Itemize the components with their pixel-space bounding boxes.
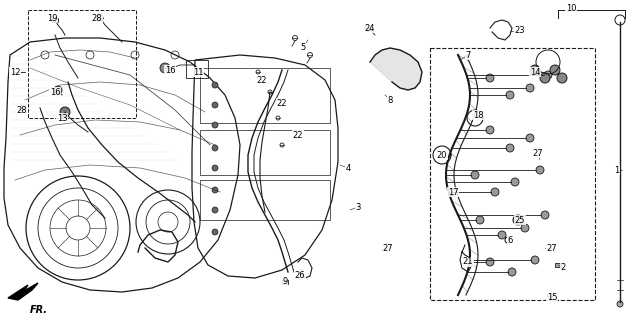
Circle shape: [476, 216, 484, 224]
Text: 18: 18: [472, 110, 483, 119]
Circle shape: [486, 74, 494, 82]
Circle shape: [617, 301, 623, 307]
Text: 14: 14: [530, 68, 540, 76]
Text: 16: 16: [50, 87, 60, 97]
Text: 5: 5: [300, 43, 305, 52]
Text: 27: 27: [533, 148, 544, 157]
Bar: [200, 130, 330, 175]
Circle shape: [557, 73, 567, 83]
Circle shape: [526, 84, 534, 92]
Circle shape: [530, 65, 540, 75]
Circle shape: [486, 258, 494, 266]
Text: 20: 20: [437, 150, 447, 159]
Circle shape: [536, 166, 544, 174]
Text: 9: 9: [283, 277, 288, 286]
Text: 4: 4: [345, 164, 351, 172]
Circle shape: [212, 102, 218, 108]
Circle shape: [212, 82, 218, 88]
Text: 27: 27: [547, 244, 558, 252]
Bar: [28, 10, 136, 118]
Polygon shape: [8, 283, 38, 300]
Text: 6: 6: [507, 236, 512, 244]
Text: 16: 16: [164, 66, 175, 75]
Circle shape: [212, 145, 218, 151]
Circle shape: [526, 134, 534, 142]
Circle shape: [540, 73, 550, 83]
Text: 15: 15: [547, 293, 558, 302]
Circle shape: [506, 144, 514, 152]
Circle shape: [212, 187, 218, 193]
Circle shape: [550, 65, 560, 75]
Bar: [555, 263, 561, 267]
Bar: [52, 18, 58, 22]
Text: 19: 19: [47, 13, 57, 22]
Circle shape: [212, 165, 218, 171]
Text: 8: 8: [387, 95, 392, 105]
Text: 2: 2: [560, 263, 566, 273]
Circle shape: [60, 107, 70, 117]
Text: 22: 22: [293, 131, 304, 140]
Circle shape: [513, 215, 523, 225]
Text: 10: 10: [566, 4, 576, 12]
Circle shape: [160, 63, 170, 73]
Text: 22: 22: [277, 99, 287, 108]
Text: 17: 17: [448, 188, 458, 196]
Circle shape: [54, 86, 62, 94]
Circle shape: [521, 224, 529, 232]
Circle shape: [486, 126, 494, 134]
Text: 25: 25: [515, 215, 525, 225]
Circle shape: [471, 171, 479, 179]
Text: 1: 1: [615, 165, 620, 174]
Bar: [200, 68, 330, 123]
Circle shape: [541, 211, 549, 219]
Text: 3: 3: [356, 203, 361, 212]
Bar: [282, 280, 288, 284]
Circle shape: [531, 256, 539, 264]
Circle shape: [212, 229, 218, 235]
Text: 12: 12: [10, 68, 20, 76]
Text: 28: 28: [91, 13, 102, 22]
Text: 13: 13: [57, 114, 67, 123]
Text: 27: 27: [383, 244, 393, 252]
Polygon shape: [370, 48, 422, 90]
Circle shape: [508, 268, 516, 276]
Circle shape: [498, 231, 506, 239]
Text: 11: 11: [193, 68, 203, 76]
Circle shape: [212, 207, 218, 213]
Text: 7: 7: [465, 51, 471, 60]
Circle shape: [212, 122, 218, 128]
Circle shape: [506, 91, 514, 99]
Circle shape: [511, 178, 519, 186]
Text: 24: 24: [364, 23, 375, 33]
Bar: [186, 60, 208, 78]
Text: 22: 22: [257, 76, 267, 84]
Text: 21: 21: [463, 258, 473, 267]
Bar: [430, 48, 595, 300]
Circle shape: [491, 188, 499, 196]
Text: 26: 26: [295, 270, 305, 279]
Text: 23: 23: [515, 26, 525, 35]
Text: 28: 28: [17, 106, 27, 115]
Circle shape: [544, 71, 552, 79]
Text: FR.: FR.: [30, 305, 48, 315]
Bar: [200, 180, 330, 220]
